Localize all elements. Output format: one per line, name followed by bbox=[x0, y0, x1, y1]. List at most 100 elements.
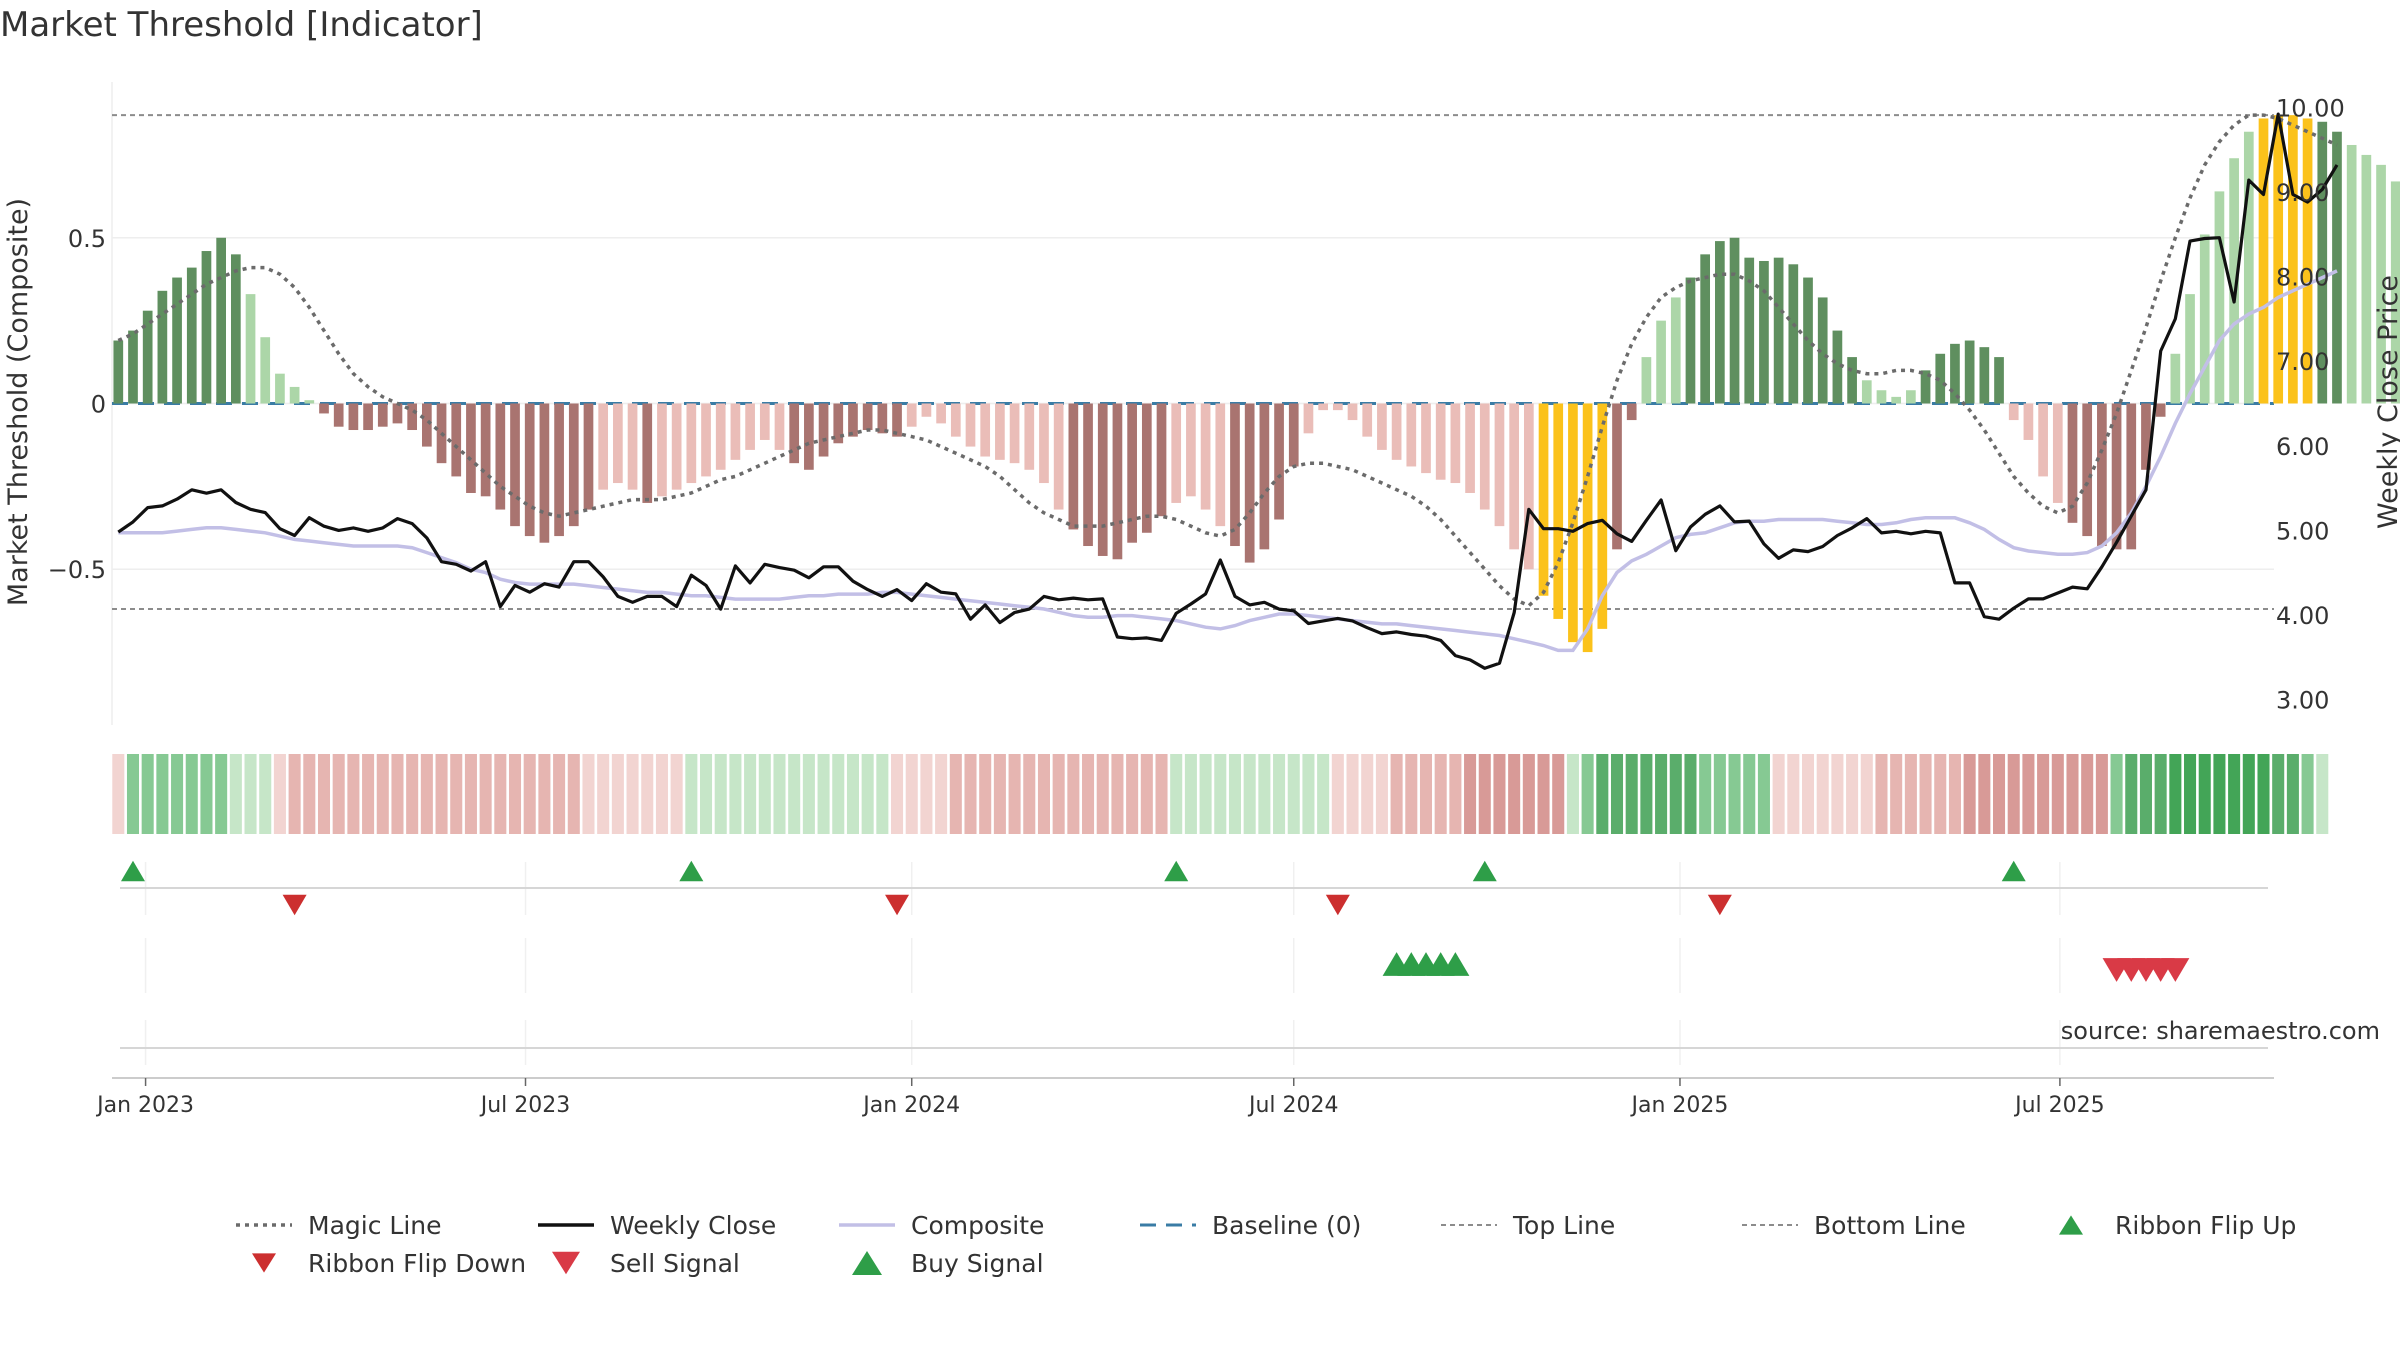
composite-bar bbox=[1656, 320, 1666, 404]
composite-bar bbox=[848, 403, 858, 437]
composite-bar bbox=[1509, 403, 1520, 550]
composite-bar bbox=[1362, 403, 1373, 437]
composite-bar bbox=[2038, 403, 2048, 477]
ribbon-cell bbox=[2169, 754, 2182, 834]
ribbon-cell bbox=[1919, 754, 1932, 834]
ribbon-cell bbox=[979, 754, 992, 834]
composite-bar bbox=[715, 403, 726, 470]
legend-item: Sell Signal bbox=[552, 1249, 740, 1278]
ribbon-cell bbox=[2139, 754, 2152, 834]
buy-signal-marker bbox=[1441, 952, 1470, 976]
ribbon-cell bbox=[1478, 754, 1491, 834]
ribbon-cell bbox=[582, 754, 595, 834]
composite-bar bbox=[1303, 403, 1314, 434]
ribbon-cell bbox=[2095, 754, 2108, 834]
legend-label: Magic Line bbox=[308, 1211, 442, 1240]
composite-bar bbox=[2390, 181, 2400, 404]
ribbon-cell bbox=[714, 754, 727, 834]
ribbon-cell bbox=[1537, 754, 1550, 834]
y2-tick-label: 7.00 bbox=[2276, 348, 2329, 376]
composite-bar bbox=[480, 403, 491, 497]
ribbon-cell bbox=[1552, 754, 1565, 834]
composite-bar bbox=[2082, 403, 2093, 537]
ribbon-flip-down-marker bbox=[885, 894, 910, 916]
legend-label: Weekly Close bbox=[610, 1211, 776, 1240]
ribbon-cell bbox=[1934, 754, 1947, 834]
ribbon-cell bbox=[259, 754, 272, 834]
composite-bar bbox=[862, 403, 873, 431]
composite-bar bbox=[1347, 403, 1358, 421]
legend-triangle-down-icon bbox=[252, 1253, 276, 1273]
composite-bar bbox=[613, 403, 623, 484]
ribbon-cell bbox=[1963, 754, 1976, 834]
composite-bar bbox=[1068, 403, 1079, 530]
composite-bar bbox=[2008, 403, 2019, 421]
ribbon-cell bbox=[1581, 754, 1594, 834]
ribbon-cell bbox=[1993, 754, 2006, 834]
ribbon-cell bbox=[1170, 754, 1183, 834]
legend-label: Top Line bbox=[1512, 1211, 1615, 1240]
composite-bar bbox=[1906, 390, 1916, 404]
y-axis-left: −0.5 0 0.5 bbox=[48, 225, 106, 584]
composite-bar bbox=[422, 403, 432, 447]
legend-item: Bottom Line bbox=[1742, 1211, 1966, 1240]
ribbon-cell bbox=[1860, 754, 1873, 834]
legend-item: Weekly Close bbox=[538, 1211, 776, 1240]
ribbon-cell bbox=[2301, 754, 2314, 834]
ribbon-cell bbox=[420, 754, 433, 834]
composite-bar bbox=[2288, 115, 2298, 404]
ribbon-cell bbox=[406, 754, 419, 834]
legend-triangle-up-icon bbox=[2059, 1215, 2083, 1235]
composite-bar bbox=[1847, 357, 1857, 404]
composite-bar bbox=[2126, 403, 2137, 550]
ribbon-flip-down-marker bbox=[1707, 894, 1732, 916]
ribbon-cell bbox=[1037, 754, 1050, 834]
composite-bar bbox=[1259, 403, 1270, 550]
ribbon-flip-up-marker bbox=[1472, 860, 1497, 882]
ribbon-cell bbox=[876, 754, 889, 834]
ribbon-cell bbox=[2110, 754, 2123, 834]
y2-tick-label: 8.00 bbox=[2276, 264, 2329, 292]
ribbon-cell bbox=[1361, 754, 1374, 834]
ribbon-cell bbox=[1464, 754, 1477, 834]
composite-bar bbox=[1876, 390, 1887, 404]
ribbon-cell bbox=[450, 754, 463, 834]
composite-bar bbox=[392, 403, 403, 424]
ribbon-cell bbox=[2272, 754, 2285, 834]
composite-bar bbox=[642, 403, 653, 503]
legend-item: Buy Signal bbox=[852, 1249, 1044, 1278]
composite-bar bbox=[230, 254, 241, 404]
composite-bar bbox=[289, 386, 300, 404]
ribbon-cell bbox=[1184, 754, 1197, 834]
composite-bar bbox=[1141, 403, 1152, 533]
y2-tick-label: 3.00 bbox=[2276, 687, 2329, 715]
composite-bar bbox=[377, 403, 388, 427]
ribbon-cell bbox=[2316, 754, 2329, 834]
ribbon-cell bbox=[1111, 754, 1124, 834]
ribbon-cell bbox=[2037, 754, 2050, 834]
ribbon-cell bbox=[1610, 754, 1624, 834]
composite-bar bbox=[2361, 154, 2372, 404]
ribbon-cell bbox=[832, 754, 845, 834]
ribbon-cell bbox=[1405, 754, 1418, 834]
composite-bar bbox=[2052, 403, 2063, 503]
ribbon-cell bbox=[1008, 754, 1021, 834]
ribbon-cell bbox=[1140, 754, 1153, 834]
ribbon-cell bbox=[891, 754, 904, 834]
x-tick-label: Jul 2023 bbox=[479, 1093, 571, 1118]
composite-bar bbox=[201, 251, 212, 404]
ribbon-cell bbox=[273, 754, 286, 834]
composite-bar bbox=[2111, 403, 2122, 550]
composite-bar bbox=[950, 403, 961, 437]
ribbon-flip-down-marker bbox=[1325, 894, 1350, 916]
legend-label: Bottom Line bbox=[1814, 1211, 1966, 1240]
legend-item: Ribbon Flip Down bbox=[252, 1249, 526, 1278]
composite-bar bbox=[730, 403, 741, 460]
series-lines bbox=[117, 112, 2339, 670]
ribbon-cell bbox=[1728, 754, 1741, 834]
composite-bar bbox=[1244, 403, 1255, 563]
ribbon-cell bbox=[332, 754, 345, 834]
ribbon-cell bbox=[2066, 754, 2079, 834]
ribbon-cell bbox=[1713, 754, 1726, 834]
composite-bar bbox=[2376, 164, 2386, 404]
